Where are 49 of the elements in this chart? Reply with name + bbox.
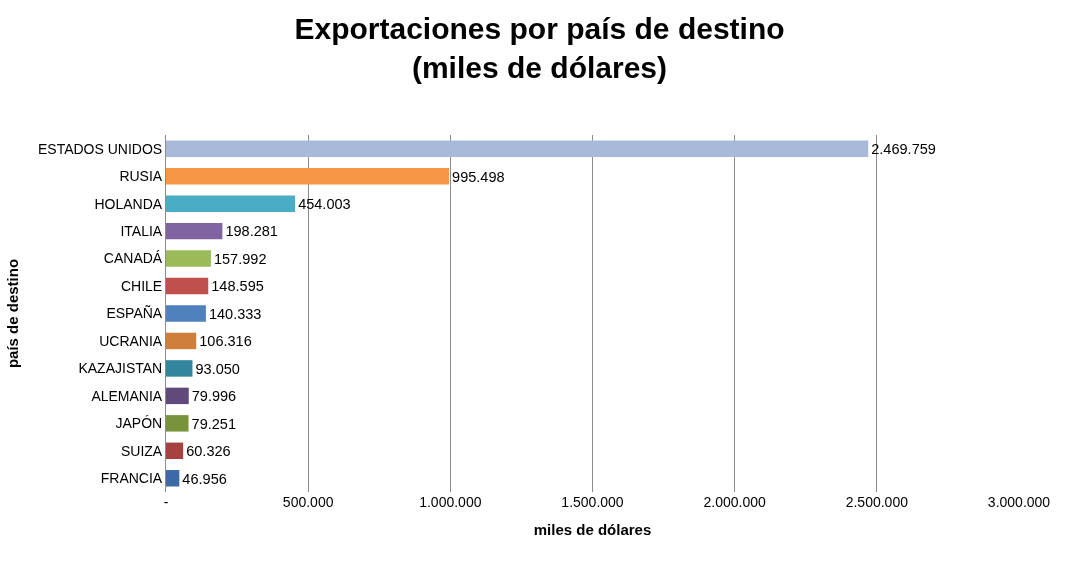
bar xyxy=(166,222,223,240)
data-label: 995.498 xyxy=(452,168,505,185)
y-tick-label: UCRANIA xyxy=(99,332,163,349)
x-tick-label: 1.000.000 xyxy=(419,494,482,510)
data-label: 148.595 xyxy=(211,278,264,295)
data-label: 60.326 xyxy=(186,443,231,460)
y-tick-label: HOLANDA xyxy=(94,195,163,212)
x-tick-label: 2.000.000 xyxy=(703,494,767,510)
y-tick-label: ESTADOS UNIDOS xyxy=(38,140,163,157)
bar xyxy=(166,360,193,377)
data-label: 93.050 xyxy=(195,360,240,377)
bar xyxy=(166,305,206,322)
y-tick-label: RUSIA xyxy=(119,168,163,185)
y-tick-label: CHILE xyxy=(120,277,163,294)
bar xyxy=(166,140,869,157)
y-tick-label: CANADÁ xyxy=(103,250,163,267)
x-tick-label: 500.000 xyxy=(282,494,334,510)
bar xyxy=(166,332,197,350)
data-label: 140.333 xyxy=(208,305,262,322)
data-label: 79.251 xyxy=(191,415,236,432)
y-tick-label: ALEMANIA xyxy=(91,387,163,404)
bar xyxy=(166,470,180,487)
bar xyxy=(166,387,189,405)
data-label: 79.996 xyxy=(191,388,237,405)
x-axis-title: miles de dólares xyxy=(533,521,652,538)
data-label: 454.003 xyxy=(298,195,351,212)
data-label: 106.316 xyxy=(199,333,252,350)
x-tick-label: 1.500.000 xyxy=(561,494,624,510)
y-tick-label: SUIZA xyxy=(120,442,163,459)
bar xyxy=(166,415,189,432)
bar xyxy=(166,167,450,185)
bar xyxy=(166,442,184,460)
y-tick-label: JAPÓN xyxy=(115,415,163,432)
y-tick-label: ESPAÑA xyxy=(106,305,163,322)
bar xyxy=(166,277,209,295)
bar xyxy=(166,195,296,212)
y-tick-label: ITALIA xyxy=(120,223,163,240)
x-tick-label: 2.500.000 xyxy=(845,494,909,510)
data-label: 198.281 xyxy=(225,223,278,240)
x-tick-label: - xyxy=(163,494,169,510)
y-tick-label: FRANCIA xyxy=(100,470,163,487)
data-label: 2.469.759 xyxy=(871,141,936,158)
data-label: 157.992 xyxy=(213,250,267,267)
y-tick-label: KAZAJISTAN xyxy=(78,360,163,377)
data-label: 46.956 xyxy=(182,470,227,487)
x-tick-label: 3.000.000 xyxy=(987,494,1051,510)
chart-title: Exportaciones por país de destino (miles de dólares) xyxy=(294,12,785,85)
y-axis-title: país de destino xyxy=(4,258,22,369)
bar xyxy=(166,250,211,267)
